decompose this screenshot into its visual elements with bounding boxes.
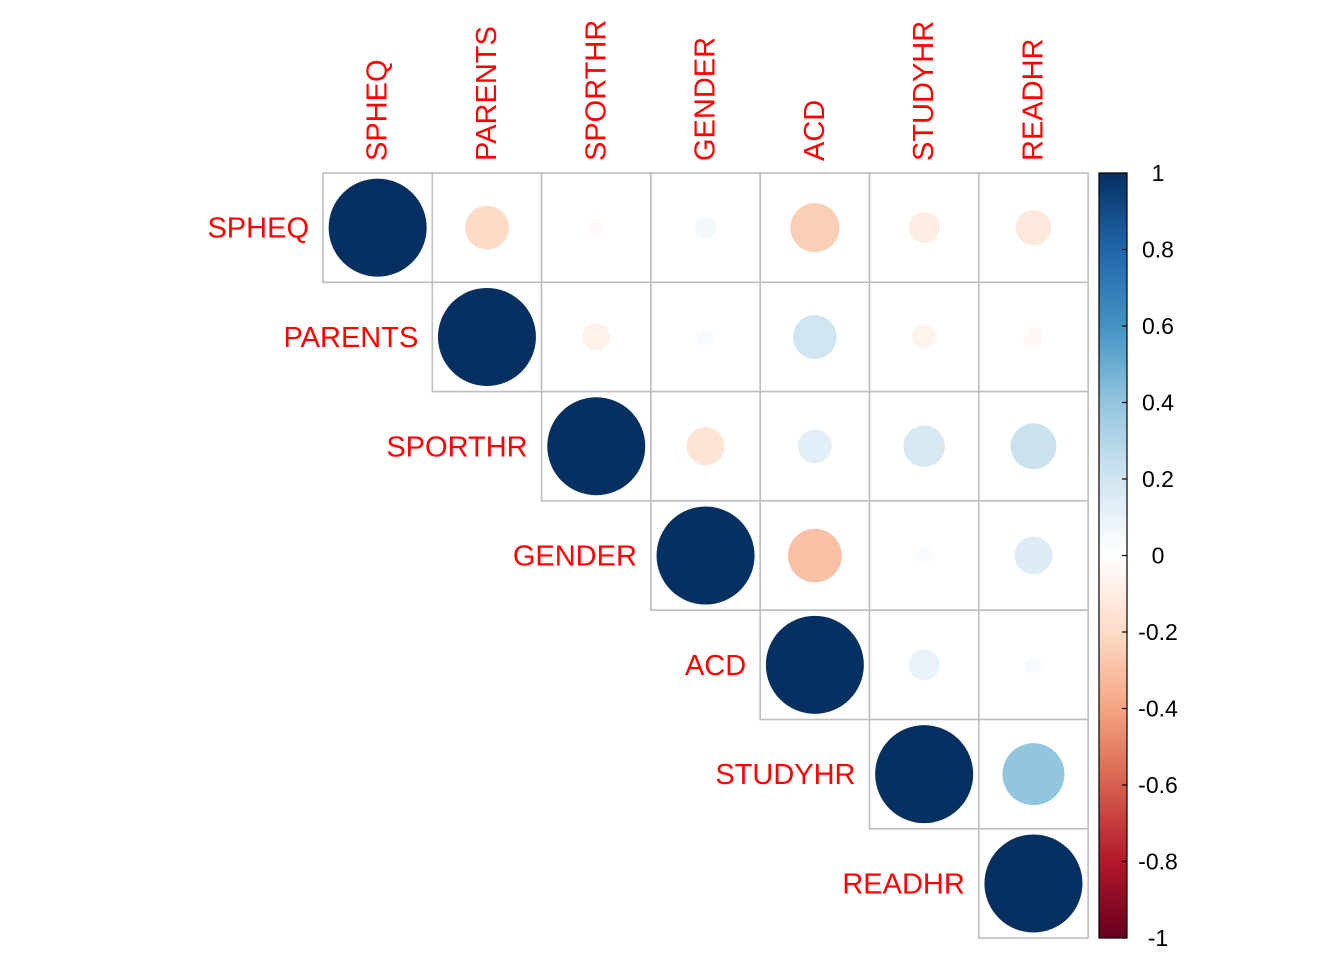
legend-tick-label: 1 — [1152, 160, 1165, 186]
correlation-circle — [788, 528, 842, 583]
correlation-circle — [656, 506, 755, 605]
correlation-circle — [908, 649, 940, 681]
column-label: GENDER — [690, 37, 722, 161]
row-label: SPORTHR — [386, 431, 527, 463]
legend-tick-label: 0.4 — [1142, 390, 1174, 416]
legend-tick-label: 0 — [1152, 543, 1165, 569]
correlation-circle — [686, 427, 725, 466]
correlation-circle — [437, 287, 536, 386]
correlation-circle — [792, 315, 837, 359]
row-label: STUDYHR — [715, 759, 855, 791]
correlation-circle — [694, 216, 717, 239]
column-label: READHR — [1017, 39, 1049, 161]
correlation-circle — [1023, 327, 1044, 347]
correlation-circles — [328, 178, 1083, 933]
column-label: PARENTS — [471, 26, 503, 161]
row-label: GENDER — [513, 541, 637, 573]
correlation-circle — [1010, 423, 1057, 470]
correlation-circle — [465, 205, 509, 250]
correlation-circle — [1002, 743, 1065, 806]
legend-tick-label: -0.6 — [1138, 772, 1178, 798]
column-label: SPORTHR — [580, 20, 612, 161]
correlation-circle — [903, 425, 945, 468]
legend-tick-label: 0.2 — [1142, 466, 1174, 492]
column-labels: SPHEQ PARENTS SPORTHR GENDER ACD STUDYHR READH… — [362, 20, 1050, 161]
correlation-circle — [790, 203, 840, 253]
correlation-circle — [912, 324, 937, 349]
legend-tick-label: 0.8 — [1142, 237, 1174, 263]
legend-tick-label: -1 — [1148, 925, 1168, 951]
correlation-circle — [1024, 656, 1042, 674]
legend-ticks: 1 0.8 0.6 0.4 0.2 0 -0.2 -0.4 -0.6 -0.8 -1 — [1122, 160, 1178, 951]
correlation-circle — [908, 212, 940, 244]
row-label: PARENTS — [283, 322, 418, 354]
row-label: READHR — [842, 868, 964, 900]
correlation-circle — [765, 615, 864, 714]
correlation-circle — [582, 323, 611, 351]
column-label: SPHEQ — [362, 59, 394, 161]
legend-tick-label: 0.6 — [1142, 313, 1174, 339]
correlation-circle — [328, 178, 427, 277]
correlation-circle — [547, 397, 646, 496]
correlation-circle — [875, 725, 974, 824]
legend-tick-label: -0.8 — [1138, 849, 1178, 875]
grid-cell — [977, 500, 1089, 611]
color-legend: 1 0.8 0.6 0.4 0.2 0 -0.2 -0.4 -0.6 -0.8 -1 — [1098, 160, 1178, 951]
row-labels: SPHEQ PARENTS SPORTHR GENDER ACD STUDYHR READH… — [207, 213, 964, 901]
row-label: SPHEQ — [207, 213, 309, 245]
legend-tick-label: -0.2 — [1138, 619, 1178, 645]
correlation-circle — [1015, 209, 1052, 246]
correlation-circle — [797, 429, 832, 464]
legend-tick-label: -0.4 — [1138, 696, 1178, 722]
correlation-circle — [915, 547, 933, 565]
correlation-circle — [984, 834, 1083, 933]
column-label: ACD — [799, 100, 831, 161]
correlation-circle — [587, 219, 605, 237]
column-label: STUDYHR — [908, 21, 940, 161]
row-label: ACD — [685, 650, 746, 682]
correlation-circle — [1014, 536, 1053, 575]
correlation-circle — [697, 328, 715, 346]
